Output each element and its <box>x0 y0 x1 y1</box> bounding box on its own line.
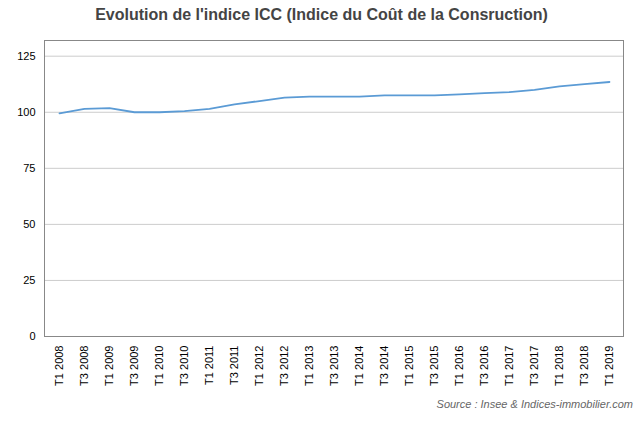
svg-text:T3 2017: T3 2017 <box>528 346 540 386</box>
svg-text:0: 0 <box>29 330 35 342</box>
svg-text:T3 2012: T3 2012 <box>278 346 290 386</box>
svg-text:T1 2009: T1 2009 <box>103 346 115 386</box>
html-text:Source : Insee & Indices-immob: Source : Insee & Indices-immobilier.com <box>436 398 633 410</box>
svg-text:T3 2010: T3 2010 <box>178 346 190 386</box>
svg-text:T3 2015: T3 2015 <box>428 346 440 386</box>
svg-text:T1 2018: T1 2018 <box>553 346 565 386</box>
svg-text:125: 125 <box>17 50 35 62</box>
svg-text:25: 25 <box>23 274 35 286</box>
svg-text:T1 2013: T1 2013 <box>303 346 315 386</box>
svg-text:T3 2013: T3 2013 <box>328 346 340 386</box>
svg-text:T1 2011: T1 2011 <box>203 346 215 386</box>
svg-text:T3 2011: T3 2011 <box>228 346 240 386</box>
svg-text:T3 2014: T3 2014 <box>378 346 390 386</box>
svg-text:T1 2019: T1 2019 <box>603 346 615 386</box>
svg-text:T1 2012: T1 2012 <box>253 346 265 386</box>
svg-text:T1 2017: T1 2017 <box>503 346 515 386</box>
svg-text:T3 2016: T3 2016 <box>478 346 490 386</box>
html-text:Evolution de l'indice ICC (Ind: Evolution de l'indice ICC (Indice du Coû… <box>95 6 548 23</box>
svg-text:T3 2018: T3 2018 <box>578 346 590 386</box>
svg-text:100: 100 <box>17 106 35 118</box>
svg-text:T1 2014: T1 2014 <box>353 346 365 386</box>
svg-text:T1 2008: T1 2008 <box>53 346 65 386</box>
svg-text:50: 50 <box>23 218 35 230</box>
svg-text:T1 2015: T1 2015 <box>403 346 415 386</box>
svg-text:T1 2010: T1 2010 <box>153 346 165 386</box>
svg-text:T3 2009: T3 2009 <box>128 346 140 386</box>
svg-text:T3 2008: T3 2008 <box>78 346 90 386</box>
svg-text:T1 2016: T1 2016 <box>453 346 465 386</box>
svg-text:75: 75 <box>23 162 35 174</box>
